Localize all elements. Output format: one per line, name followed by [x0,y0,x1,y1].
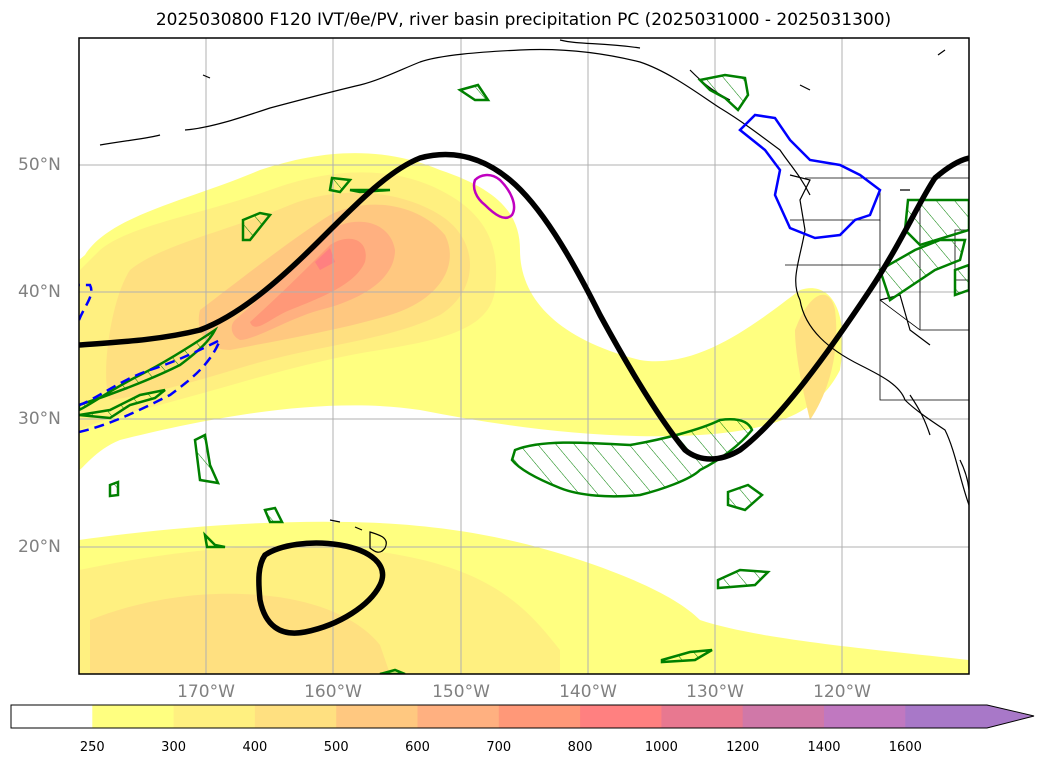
colorbar-segment [742,705,825,728]
precip-hatch [79,73,969,674]
black-contours [79,151,969,636]
colorbar-segment [11,705,93,728]
lon-label-130w: 130°W [686,682,744,702]
lon-label-140w: 140°W [559,682,617,702]
map-title: 2025030800 F120 IVT/θe/PV, river basin p… [155,10,892,30]
colorbar-extend-arrow [986,705,1034,728]
colorbar-segment [661,705,744,728]
lon-label-120w: 120°W [813,682,871,702]
colorbar-segment [336,705,418,728]
colorbar-segment [254,705,337,728]
colorbar-segment [92,705,175,728]
colorbar-segment [580,705,662,728]
colorbar-tick-label: 500 [323,740,349,755]
colorbar-segment [905,705,988,728]
magenta-contour [472,173,516,220]
colorbar [10,704,1035,729]
colorbar-tick-label: 1600 [888,740,922,755]
blue-contours [79,113,882,434]
map-frame [78,37,970,675]
colorbar-segment [173,705,256,728]
lat-label-50n: 50°N [18,155,61,175]
colorbar-tick-label: 700 [486,740,512,755]
ivt-shading [79,153,969,674]
colorbar-tick-label: 400 [242,740,268,755]
lon-label-170w: 170°W [177,682,235,702]
colorbar-tick-label: 1200 [726,740,760,755]
colorbar-tick-label: 600 [405,740,430,755]
colorbar-tick-label: 1400 [807,740,841,755]
colorbar-tick-label: 800 [567,740,593,755]
lat-label-30n: 30°N [18,409,61,429]
colorbar-tick-label: 250 [79,740,105,755]
colorbar-tick-label: 300 [161,740,187,755]
colorbar-segment [498,705,581,728]
colorbar-segment [417,705,500,728]
colorbar-segment [824,705,906,728]
graticule [79,38,969,674]
colorbar-tick-label: 1000 [644,740,678,755]
lon-label-150w: 150°W [432,682,490,702]
lon-label-160w: 160°W [304,682,362,702]
lat-label-20n: 20°N [18,537,61,557]
lat-label-40n: 40°N [18,282,61,302]
